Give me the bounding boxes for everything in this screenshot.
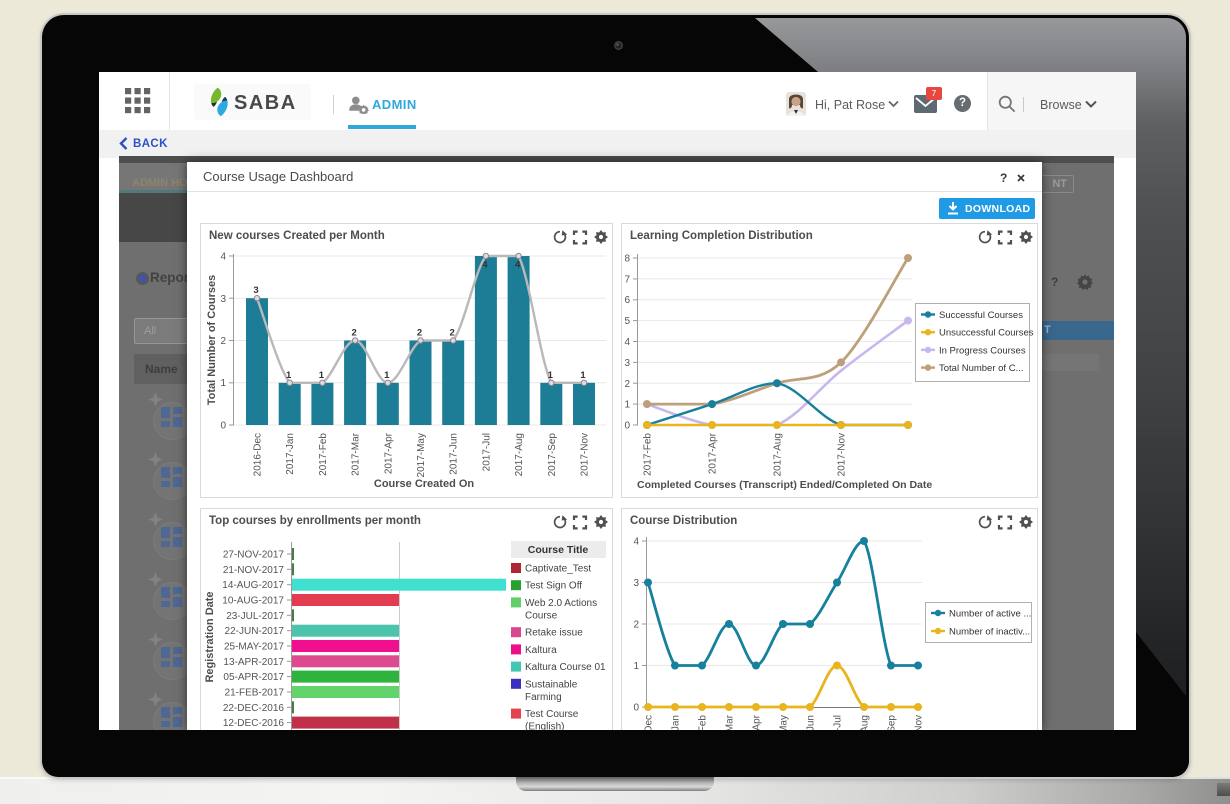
svg-text:Course: Course	[525, 611, 558, 622]
svg-text:21-NOV-2017: 21-NOV-2017	[223, 565, 285, 576]
svg-text:2: 2	[624, 379, 630, 390]
svg-text:1: 1	[319, 370, 325, 381]
svg-text:4: 4	[220, 252, 226, 263]
svg-text:2017-Jul: 2017-Jul	[481, 433, 492, 471]
svg-text:2: 2	[220, 336, 226, 347]
svg-text:Number of active ...: Number of active ...	[949, 609, 1031, 620]
svg-text:Test Sign Off: Test Sign Off	[525, 581, 582, 592]
svg-text:2017-Apr: 2017-Apr	[383, 432, 394, 474]
svg-text:2017-Feb: 2017-Feb	[698, 715, 709, 730]
svg-text:1: 1	[624, 400, 630, 411]
svg-text:2017-Jan: 2017-Jan	[285, 433, 296, 475]
svg-text:Number of inactiv...: Number of inactiv...	[949, 627, 1030, 638]
svg-text:12-DEC-2016: 12-DEC-2016	[223, 718, 285, 729]
svg-text:22-DEC-2016: 22-DEC-2016	[223, 703, 285, 714]
svg-text:2017-Jul: 2017-Jul	[833, 715, 844, 730]
svg-text:14-AUG-2017: 14-AUG-2017	[222, 580, 284, 591]
svg-text:2017-Feb: 2017-Feb	[318, 433, 329, 476]
svg-text:Completed Courses (Transcript): Completed Courses (Transcript) Ended/Com…	[637, 479, 932, 491]
svg-text:6: 6	[624, 295, 630, 306]
svg-text:27-NOV-2017: 27-NOV-2017	[223, 550, 285, 561]
svg-text:3: 3	[253, 285, 258, 296]
svg-text:2017-Nov: 2017-Nov	[580, 433, 591, 476]
svg-text:2016-Dec: 2016-Dec	[253, 433, 264, 476]
svg-text:25-MAY-2017: 25-MAY-2017	[224, 642, 284, 653]
svg-text:10-AUG-2017: 10-AUG-2017	[222, 596, 284, 607]
svg-text:Total Number of Courses: Total Number of Courses	[206, 275, 218, 406]
svg-text:Successful Courses: Successful Courses	[939, 310, 1023, 321]
svg-text:2017-Sep: 2017-Sep	[887, 715, 898, 730]
svg-text:2017-Sep: 2017-Sep	[547, 433, 558, 477]
svg-text:2017-Jun: 2017-Jun	[449, 433, 460, 475]
svg-text:Course Title: Course Title	[528, 544, 589, 556]
svg-text:2: 2	[633, 620, 639, 631]
svg-text:8: 8	[624, 254, 630, 265]
svg-text:1: 1	[580, 370, 586, 381]
svg-text:Sustainable: Sustainable	[525, 679, 578, 690]
svg-text:Registration Date: Registration Date	[204, 591, 216, 682]
svg-text:Test Course: Test Course	[525, 709, 579, 720]
svg-text:3: 3	[633, 578, 639, 589]
svg-text:2017-Nov: 2017-Nov	[837, 433, 848, 476]
svg-text:Kaltura Course 01: Kaltura Course 01	[525, 662, 606, 673]
svg-text:4: 4	[624, 337, 630, 348]
svg-text:23-JUL-2017: 23-JUL-2017	[226, 611, 284, 622]
svg-text:Total Number of C...: Total Number of C...	[939, 363, 1023, 374]
svg-text:2017-Aug: 2017-Aug	[860, 715, 871, 730]
svg-text:2017-Jun: 2017-Jun	[806, 715, 817, 730]
svg-text:7: 7	[624, 274, 630, 285]
svg-text:0: 0	[220, 421, 226, 432]
svg-text:2: 2	[351, 328, 356, 339]
svg-text:2017-May: 2017-May	[416, 433, 427, 477]
svg-text:22-JUN-2017: 22-JUN-2017	[225, 626, 285, 637]
svg-text:Farming: Farming	[525, 692, 562, 703]
svg-text:In Progress Courses: In Progress Courses	[939, 345, 1026, 356]
svg-text:Web 2.0 Actions: Web 2.0 Actions	[525, 598, 597, 609]
svg-text:4: 4	[482, 260, 488, 271]
svg-text:4: 4	[515, 260, 521, 271]
svg-text:2017-Apr: 2017-Apr	[708, 432, 719, 474]
svg-text:2017-Aug: 2017-Aug	[773, 433, 784, 476]
svg-text:1: 1	[286, 370, 292, 381]
svg-text:2017-Nov: 2017-Nov	[914, 715, 925, 730]
svg-text:2017-Aug: 2017-Aug	[514, 433, 525, 476]
svg-text:1: 1	[384, 370, 390, 381]
svg-text:2017-Mar: 2017-Mar	[725, 714, 736, 730]
svg-text:Retake issue: Retake issue	[525, 628, 583, 639]
svg-text:4: 4	[633, 537, 639, 548]
svg-text:13-APR-2017: 13-APR-2017	[223, 657, 284, 668]
svg-text:05-APR-2017: 05-APR-2017	[223, 672, 284, 683]
svg-text:Unsuccessful Courses: Unsuccessful Courses	[939, 328, 1034, 339]
svg-text:2: 2	[417, 328, 422, 339]
svg-text:5: 5	[624, 316, 630, 327]
svg-text:2017-Jan: 2017-Jan	[671, 715, 682, 730]
svg-text:3: 3	[220, 294, 226, 305]
svg-text:Kaltura: Kaltura	[525, 645, 557, 656]
svg-text:Course Created On: Course Created On	[374, 478, 475, 490]
svg-text:0: 0	[624, 421, 630, 432]
svg-text:(English): (English)	[525, 722, 564, 730]
svg-text:2017-Feb: 2017-Feb	[643, 433, 654, 476]
svg-text:3: 3	[624, 358, 630, 369]
svg-text:21-FEB-2017: 21-FEB-2017	[225, 688, 285, 699]
svg-text:1: 1	[220, 378, 226, 389]
svg-text:2017-Apr: 2017-Apr	[752, 714, 763, 730]
svg-text:1: 1	[548, 370, 554, 381]
svg-text:Captivate_Test: Captivate_Test	[525, 564, 591, 575]
svg-text:2017-May: 2017-May	[779, 715, 790, 730]
svg-text:0: 0	[633, 703, 639, 714]
svg-text:2: 2	[450, 328, 455, 339]
svg-text:2017-Mar: 2017-Mar	[351, 432, 362, 475]
svg-text:1: 1	[633, 661, 639, 672]
svg-text:2016-Dec: 2016-Dec	[644, 715, 655, 730]
